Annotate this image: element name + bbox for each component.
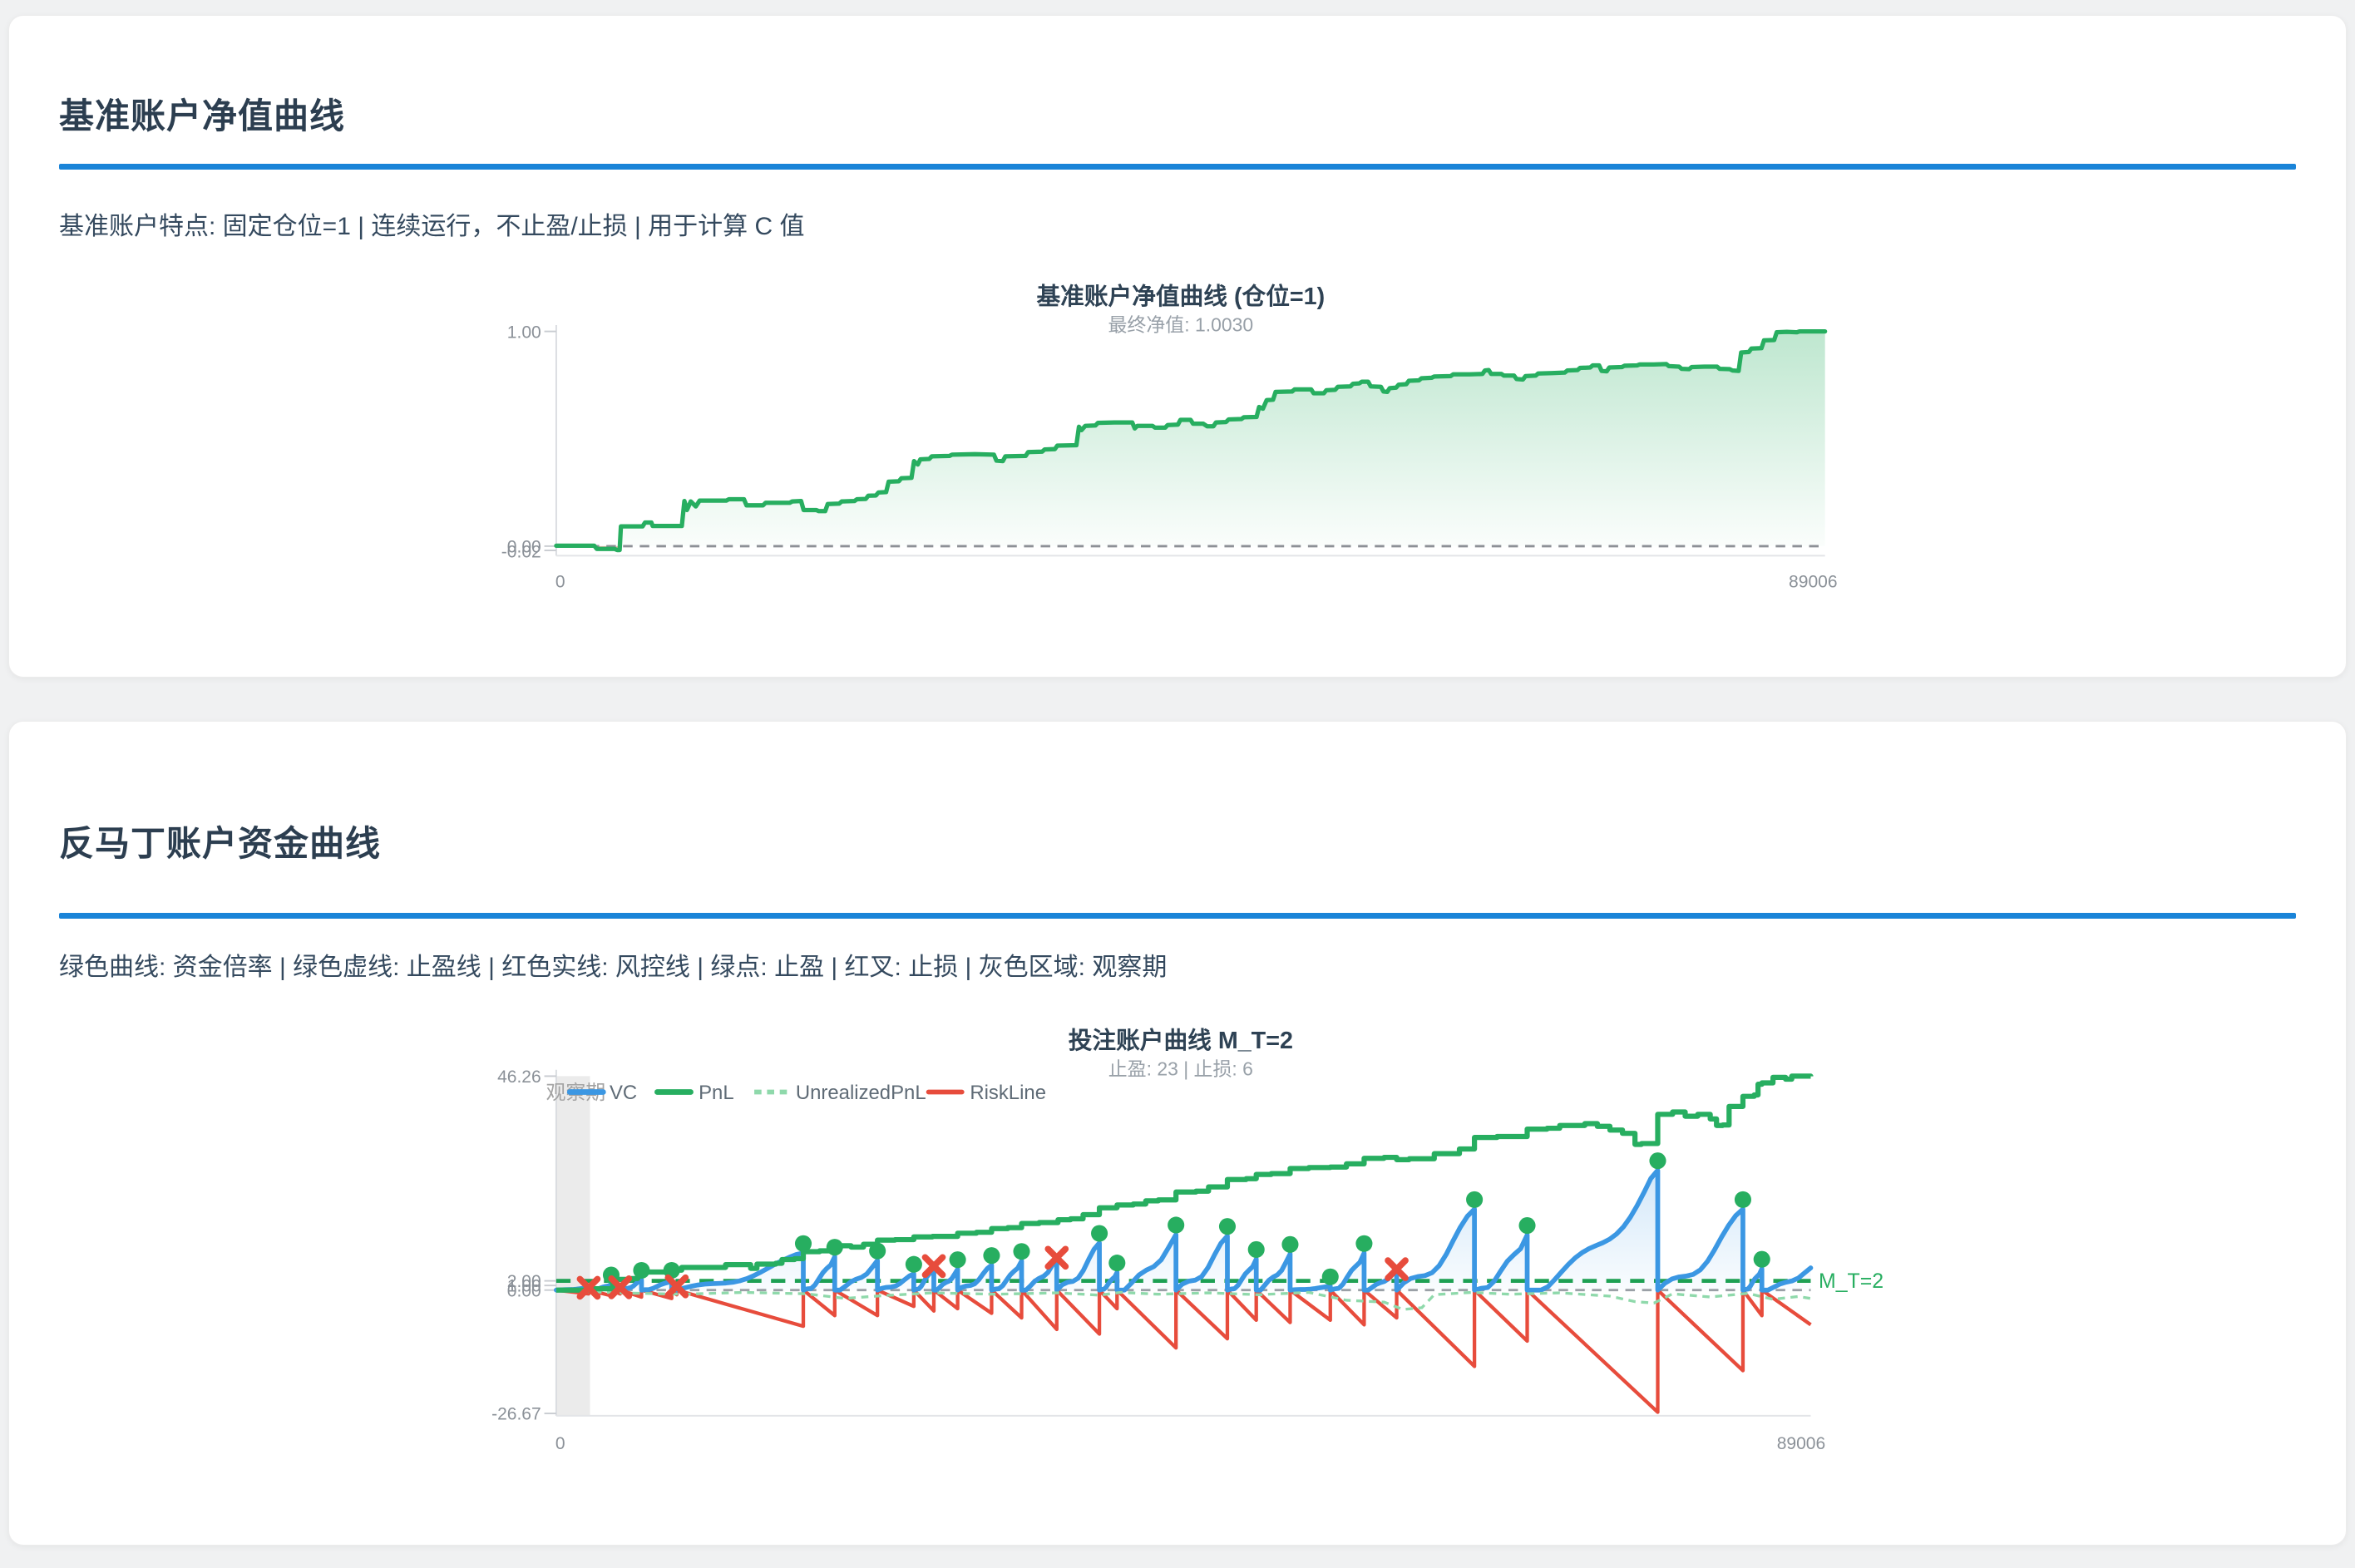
take-profit-dot [826, 1238, 843, 1255]
benchmark-plot-layer [544, 324, 1828, 557]
blue-divider [59, 164, 2296, 170]
take-profit-dot [983, 1246, 1000, 1264]
take-profit-dot [1218, 1217, 1237, 1235]
stop-loss-cross [576, 1275, 601, 1299]
y-tick-2.00: 2.00 [507, 1271, 541, 1290]
stop-loss-cross [664, 1274, 689, 1299]
take-profit-dot [905, 1255, 922, 1273]
take-profit-dot [1247, 1240, 1265, 1258]
benchmark-card-title: 基准账户净值曲线 [59, 96, 346, 136]
x-tick-89006: 89006 [1777, 1434, 1825, 1453]
take-profit-dot [1355, 1235, 1373, 1252]
legend-item-unrealizedpnl[interactable]: UnrealizedPnL [754, 1082, 926, 1104]
legend: VC PnL UnrealizedPnL RiskLine [566, 1082, 1046, 1104]
stop-loss-cross [1385, 1256, 1409, 1281]
take-profit-dot [1321, 1268, 1339, 1285]
x-tick-89006: 89006 [1789, 573, 1837, 592]
y-tick-1.00: 1.00 [507, 323, 541, 342]
legend-label-unrealizedpnl: UnrealizedPnL [796, 1082, 926, 1104]
take-profit-dot [1168, 1216, 1185, 1234]
legend-item-riskline[interactable]: RiskLine [926, 1082, 1046, 1104]
take-profit-dot [1108, 1254, 1126, 1271]
chart-title: 基准账户净值曲线 (仓位=1) [1036, 283, 1325, 310]
chart-subtitle: 止盈: 23 | 止损: 6 [1108, 1058, 1253, 1079]
take-profit-dot [1281, 1235, 1299, 1253]
m-t-line-label: M_T=2 [1819, 1269, 1884, 1292]
x-tick-0: 0 [555, 573, 565, 592]
take-profit-dot [1518, 1216, 1536, 1234]
legend-item-vc[interactable]: VC [566, 1082, 637, 1104]
y-tick-1.00: 1.00 [507, 1276, 541, 1295]
legend-label-pnl: PnL [699, 1082, 734, 1104]
take-profit-dot [1013, 1242, 1030, 1260]
stop-loss-cross [921, 1254, 946, 1278]
benchmark-description: 基准账户特点: 固定仓位=1 | 连续运行，不止盈/止损 | 用于计算 C 值 [59, 213, 805, 240]
anti-martingale-card-title: 反马丁账户资金曲线 [59, 823, 382, 863]
legend-label-riskline: RiskLine [970, 1082, 1046, 1104]
take-profit-dot [1466, 1191, 1484, 1208]
stop-loss-cross [1044, 1245, 1069, 1270]
chart-title: 投注账户曲线 M_T=2 [1069, 1027, 1293, 1054]
y-tick-0.00: 0.00 [507, 538, 541, 557]
take-profit-dot [869, 1242, 886, 1260]
y-tick-0.00: 0.00 [507, 1281, 541, 1300]
y-tick--0.02: -0.02 [501, 542, 541, 561]
take-profit-dot [794, 1235, 812, 1252]
chart-subtitle: 最终净值: 1.0030 [1108, 314, 1253, 336]
blue-divider [59, 912, 2296, 919]
take-profit-dot [633, 1261, 650, 1279]
betting-plot-layer [544, 1069, 1814, 1417]
take-profit-dot [1649, 1151, 1666, 1169]
benchmark-net-value-chart: 基准账户净值曲线 (仓位=1) 最终净值: 1.0030 1.00 0.00 -… [501, 283, 1838, 592]
betting-account-chart: 投注账户曲线 M_T=2 止盈: 23 | 止损: 6 46.26 2.00 1… [491, 1027, 1884, 1453]
take-profit-dot [1091, 1225, 1108, 1242]
y-tick--26.67: -26.67 [491, 1404, 541, 1423]
take-profit-dot [1753, 1250, 1770, 1268]
anti-martingale-description: 绿色曲线: 资金倍率 | 绿色虚线: 止盈线 | 红色实线: 风控线 | 绿点:… [59, 953, 1168, 981]
take-profit-dot [949, 1250, 966, 1268]
y-tick-46.26: 46.26 [497, 1068, 541, 1087]
x-tick-0: 0 [555, 1434, 565, 1453]
anti-martingale-card: 反马丁账户资金曲线 绿色曲线: 资金倍率 | 绿色虚线: 止盈线 | 红色实线:… [8, 720, 2347, 1546]
benchmark-card: 基准账户净值曲线 基准账户特点: 固定仓位=1 | 连续运行，不止盈/止损 | … [8, 15, 2347, 678]
legend-label-vc: VC [610, 1082, 637, 1104]
stop-loss-cross [608, 1275, 633, 1299]
take-profit-dot [1734, 1191, 1751, 1208]
legend-item-pnl[interactable]: PnL [654, 1082, 734, 1104]
